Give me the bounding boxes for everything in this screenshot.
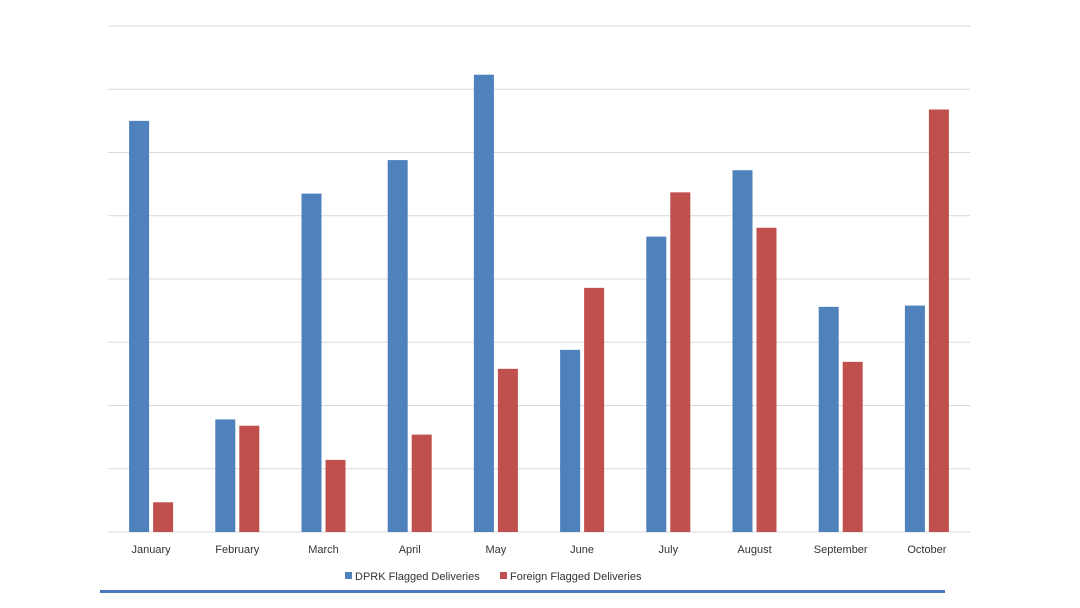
bar-foreign-august <box>756 227 777 532</box>
bar-dprk-february <box>215 419 236 532</box>
x-tick-label: October <box>907 544 946 556</box>
legend-swatch <box>500 572 507 579</box>
legend: DPRK Flagged Deliveries Foreign Flagged D… <box>345 571 642 583</box>
bar-foreign-september <box>842 361 863 532</box>
bar-foreign-october <box>928 109 949 533</box>
bar-dprk-september <box>818 306 839 532</box>
bar-dprk-may <box>473 74 494 532</box>
legend-label: Foreign Flagged Deliveries <box>510 571 642 583</box>
bars <box>129 74 949 533</box>
x-tick-label: April <box>399 544 421 556</box>
bar-foreign-january <box>153 502 174 532</box>
gridlines <box>108 25 970 533</box>
legend-swatch <box>345 572 352 579</box>
bar-foreign-april <box>411 434 432 532</box>
bar-foreign-may <box>497 368 518 532</box>
x-tick-label: June <box>570 544 594 556</box>
bar-foreign-february <box>239 425 260 532</box>
bottom-accent-line <box>100 590 945 593</box>
bar-dprk-august <box>732 170 753 532</box>
category-labels: January February March April May June July Augu… <box>132 544 947 556</box>
bar-dprk-june <box>560 349 581 532</box>
bar-dprk-october <box>904 305 925 532</box>
bar-dprk-april <box>387 160 408 532</box>
x-tick-label: February <box>215 544 260 556</box>
bar-dprk-january <box>129 120 150 532</box>
bar-foreign-march <box>325 459 346 532</box>
x-tick-label: May <box>486 544 507 556</box>
legend-label: DPRK Flagged Deliveries <box>355 571 480 583</box>
x-tick-label: August <box>737 544 771 556</box>
x-tick-label: March <box>308 544 339 556</box>
bar-dprk-july <box>646 236 667 532</box>
x-tick-label: July <box>659 544 679 556</box>
x-tick-label: September <box>814 544 868 556</box>
bar-foreign-june <box>584 287 605 532</box>
bar-dprk-march <box>301 193 322 533</box>
x-tick-label: January <box>132 544 172 556</box>
bar-foreign-july <box>670 192 691 532</box>
